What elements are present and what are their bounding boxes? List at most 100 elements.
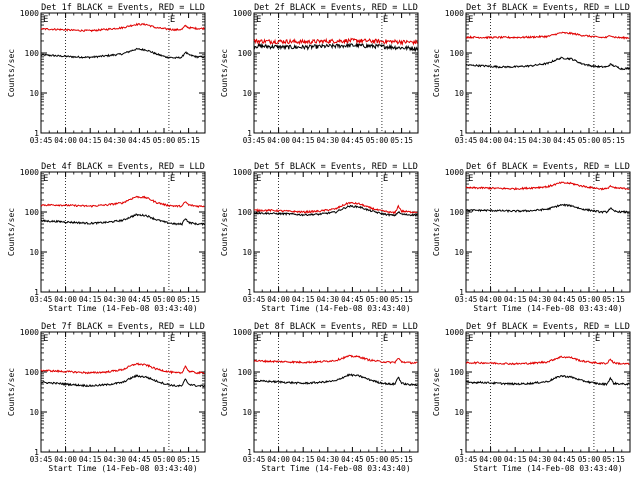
vertical-marker-label: E (595, 15, 600, 25)
x-tick-label: 04:15 (79, 136, 102, 145)
panel-title: Det 1f BLACK = Events, RED = LLD (41, 3, 205, 13)
x-tick-label: 04:30 (104, 455, 127, 464)
x-axis-label: Start Time (14-Feb-08 03:43:40) (473, 464, 622, 473)
y-tick-label: 10 (29, 248, 39, 257)
x-tick-label: 04:30 (317, 455, 340, 464)
x-tick-label: 04:15 (292, 455, 315, 464)
x-tick-label: 04:30 (529, 136, 552, 145)
x-tick-label: 05:00 (578, 295, 601, 304)
x-tick-label: 05:00 (578, 136, 601, 145)
y-tick-label: 1 (34, 448, 39, 457)
y-tick-label: 1000 (445, 328, 464, 337)
y-tick-label: 1 (34, 288, 39, 297)
y-axis-label: Counts/sec (220, 49, 229, 97)
corner-marker-label: E (468, 174, 473, 184)
x-tick-label: 04:45 (128, 136, 151, 145)
x-tick-label: 05:00 (153, 295, 176, 304)
x-tick-label: 03:45 (243, 136, 266, 145)
x-tick-label: 03:45 (30, 455, 53, 464)
panel-8: Det 8f BLACK = Events, RED = LLD 1 10 100 10… (220, 322, 419, 473)
x-tick-label: 04:45 (553, 455, 576, 464)
panel-7: Det 7f BLACK = Events, RED = LLD 1 10 100 10… (7, 322, 206, 473)
y-tick-label: 1000 (445, 168, 464, 177)
x-tick-label: 05:15 (390, 136, 413, 145)
y-axis-label: Counts/sec (432, 368, 441, 416)
y-axis-label: Counts/sec (220, 208, 229, 256)
y-axis-label: Counts/sec (7, 49, 16, 97)
y-tick-label: 10 (242, 248, 252, 257)
x-tick-label: 05:00 (153, 136, 176, 145)
series-line-events (40, 213, 205, 227)
y-tick-label: 10 (29, 408, 39, 417)
series-line-events (465, 56, 630, 71)
y-tick-label: 10 (29, 89, 39, 98)
y-axis-label: Counts/sec (432, 49, 441, 97)
x-tick-label: 04:00 (267, 455, 290, 464)
series-line-events (40, 47, 205, 60)
x-tick-label: 03:45 (30, 136, 53, 145)
x-tick-label: 05:00 (366, 295, 389, 304)
y-tick-label: 10 (454, 89, 464, 98)
x-tick-label: 04:00 (54, 136, 77, 145)
y-tick-label: 1 (34, 129, 39, 138)
x-axis-label: Start Time (14-Feb-08 03:43:40) (473, 304, 622, 313)
y-tick-label: 1000 (20, 328, 39, 337)
y-tick-label: 10 (454, 408, 464, 417)
y-tick-label: 1000 (233, 9, 252, 18)
y-tick-label: 1 (459, 129, 464, 138)
y-tick-label: 100 (450, 208, 465, 217)
corner-marker-label: E (256, 174, 261, 184)
x-axis-label: Start Time (14-Feb-08 03:43:40) (261, 464, 410, 473)
panel-title: Det 7f BLACK = Events, RED = LLD (41, 322, 205, 332)
vertical-marker-label: E (170, 334, 175, 344)
series-line-lld (40, 362, 205, 375)
series-line-events (465, 374, 630, 387)
x-tick-label: 05:00 (366, 136, 389, 145)
series-line-events (40, 373, 205, 388)
series-line-lld (465, 31, 630, 40)
panel-5: Det 5f BLACK = Events, RED = LLD 1 10 100 10… (220, 162, 419, 313)
panel-title: Det 6f BLACK = Events, RED = LLD (466, 162, 630, 172)
x-tick-label: 04:45 (553, 295, 576, 304)
vertical-marker-label: E (383, 174, 388, 184)
panel-1: Det 1f BLACK = Events, RED = LLD 1 10 100 10… (7, 3, 206, 145)
x-tick-label: 05:15 (177, 136, 200, 145)
x-tick-label: 04:30 (529, 455, 552, 464)
x-tick-label: 04:45 (128, 455, 151, 464)
x-tick-label: 05:15 (390, 455, 413, 464)
panel-2: Det 2f BLACK = Events, RED = LLD 1 10 100 10… (220, 3, 419, 145)
series-line-lld (254, 201, 418, 215)
x-tick-label: 05:00 (153, 455, 176, 464)
x-tick-label: 04:00 (479, 136, 502, 145)
x-tick-label: 04:00 (267, 295, 290, 304)
y-tick-label: 100 (25, 368, 40, 377)
x-tick-label: 05:15 (602, 136, 625, 145)
vertical-marker-label: E (170, 15, 175, 25)
x-tick-label: 03:45 (30, 295, 53, 304)
series-line-lld (254, 354, 418, 365)
x-tick-label: 03:45 (243, 295, 266, 304)
panel-6: Det 6f BLACK = Events, RED = LLD 1 10 100 10… (432, 162, 631, 313)
x-tick-label: 05:15 (177, 295, 200, 304)
x-tick-label: 04:30 (529, 295, 552, 304)
series-line-events (253, 373, 418, 387)
x-tick-label: 04:45 (553, 136, 576, 145)
panel-title: Det 8f BLACK = Events, RED = LLD (254, 322, 418, 332)
panel-title: Det 3f BLACK = Events, RED = LLD (466, 3, 630, 13)
corner-marker-label: E (43, 334, 48, 344)
x-tick-label: 04:00 (267, 136, 290, 145)
x-tick-label: 04:45 (341, 295, 364, 304)
x-tick-label: 04:15 (292, 136, 315, 145)
x-tick-label: 03:45 (455, 136, 478, 145)
x-axis-label: Start Time (14-Feb-08 03:43:40) (261, 304, 410, 313)
x-tick-label: 04:45 (128, 295, 151, 304)
panel-title: Det 5f BLACK = Events, RED = LLD (254, 162, 418, 172)
y-tick-label: 100 (238, 208, 253, 217)
y-tick-label: 1000 (233, 168, 252, 177)
y-axis-label: Counts/sec (7, 368, 16, 416)
y-tick-label: 1 (247, 288, 252, 297)
corner-marker-label: E (468, 334, 473, 344)
x-tick-label: 03:45 (455, 295, 478, 304)
y-tick-label: 100 (25, 208, 40, 217)
x-tick-label: 05:15 (602, 455, 625, 464)
